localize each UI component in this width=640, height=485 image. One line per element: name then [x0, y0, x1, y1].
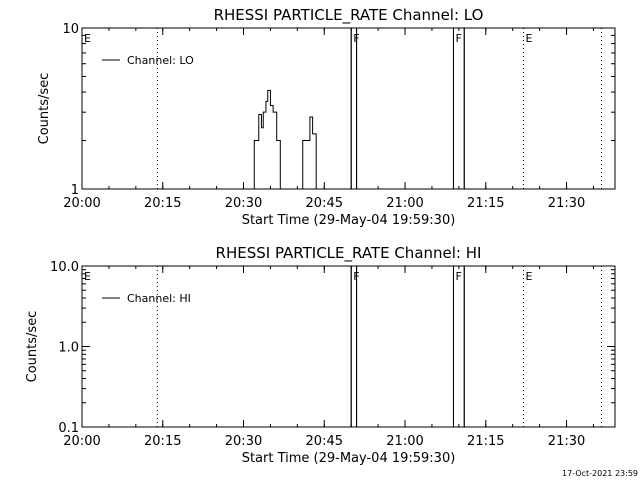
plot-frame — [81, 27, 616, 190]
y-tick-label-1: 10 — [62, 22, 79, 37]
x-tick-label-3: 20:45 — [306, 434, 343, 449]
flag-label-0: E — [84, 270, 91, 283]
x-tick-label-6: 21:30 — [548, 434, 585, 449]
chart-title: RHESSI PARTICLE_RATE Channel: HI — [216, 244, 482, 263]
legend-label-0: Channel: LO — [127, 54, 194, 67]
chart-panel-hi: RHESSI PARTICLE_RATE Channel: HIE F F E20:0… — [25, 244, 616, 466]
x-tick-label-3: 20:45 — [306, 196, 343, 211]
y-tick-label-0: 0.1 — [58, 421, 79, 436]
flag-label-3: E — [525, 270, 532, 283]
x-tick-label-1: 20:15 — [144, 196, 181, 211]
plot-frame — [81, 265, 616, 428]
x-tick-label-6: 21:30 — [548, 196, 585, 211]
flag-label-2: F — [455, 270, 461, 283]
x-axis-label: Start Time (29-May-04 19:59:30) — [242, 451, 456, 466]
flag-label-3: E — [525, 32, 532, 45]
x-tick-label-0: 20:00 — [63, 196, 100, 211]
series-line-0 — [82, 265, 615, 428]
generation-timestamp: 17-Oct-2021 23:59 — [562, 469, 638, 478]
y-tick-label-0: 1 — [71, 183, 79, 198]
x-tick-label-5: 21:15 — [467, 196, 504, 211]
x-tick-label-5: 21:15 — [467, 434, 504, 449]
legend-label-0: Channel: HI — [127, 292, 191, 305]
chart-title: RHESSI PARTICLE_RATE Channel: LO — [214, 6, 484, 25]
x-tick-label-4: 21:00 — [386, 196, 423, 211]
x-tick-label-1: 20:15 — [144, 434, 181, 449]
chart-panel-lo: RHESSI PARTICLE_RATE Channel: LOE F F E20:0… — [37, 6, 616, 228]
x-axis-label: Start Time (29-May-04 19:59:30) — [242, 213, 456, 228]
x-tick-label-2: 20:30 — [225, 196, 262, 211]
y-axis-label: Counts/sec — [25, 311, 40, 383]
flag-label-0: E — [84, 32, 91, 45]
flag-label-2: F — [455, 32, 461, 45]
y-tick-label-1: 1.0 — [58, 341, 79, 356]
series-line-0 — [82, 27, 615, 190]
y-tick-label-2: 10.0 — [50, 260, 79, 275]
x-tick-label-4: 21:00 — [386, 434, 423, 449]
y-axis-label: Counts/sec — [37, 73, 52, 145]
x-tick-label-2: 20:30 — [225, 434, 262, 449]
x-tick-label-0: 20:00 — [63, 434, 100, 449]
